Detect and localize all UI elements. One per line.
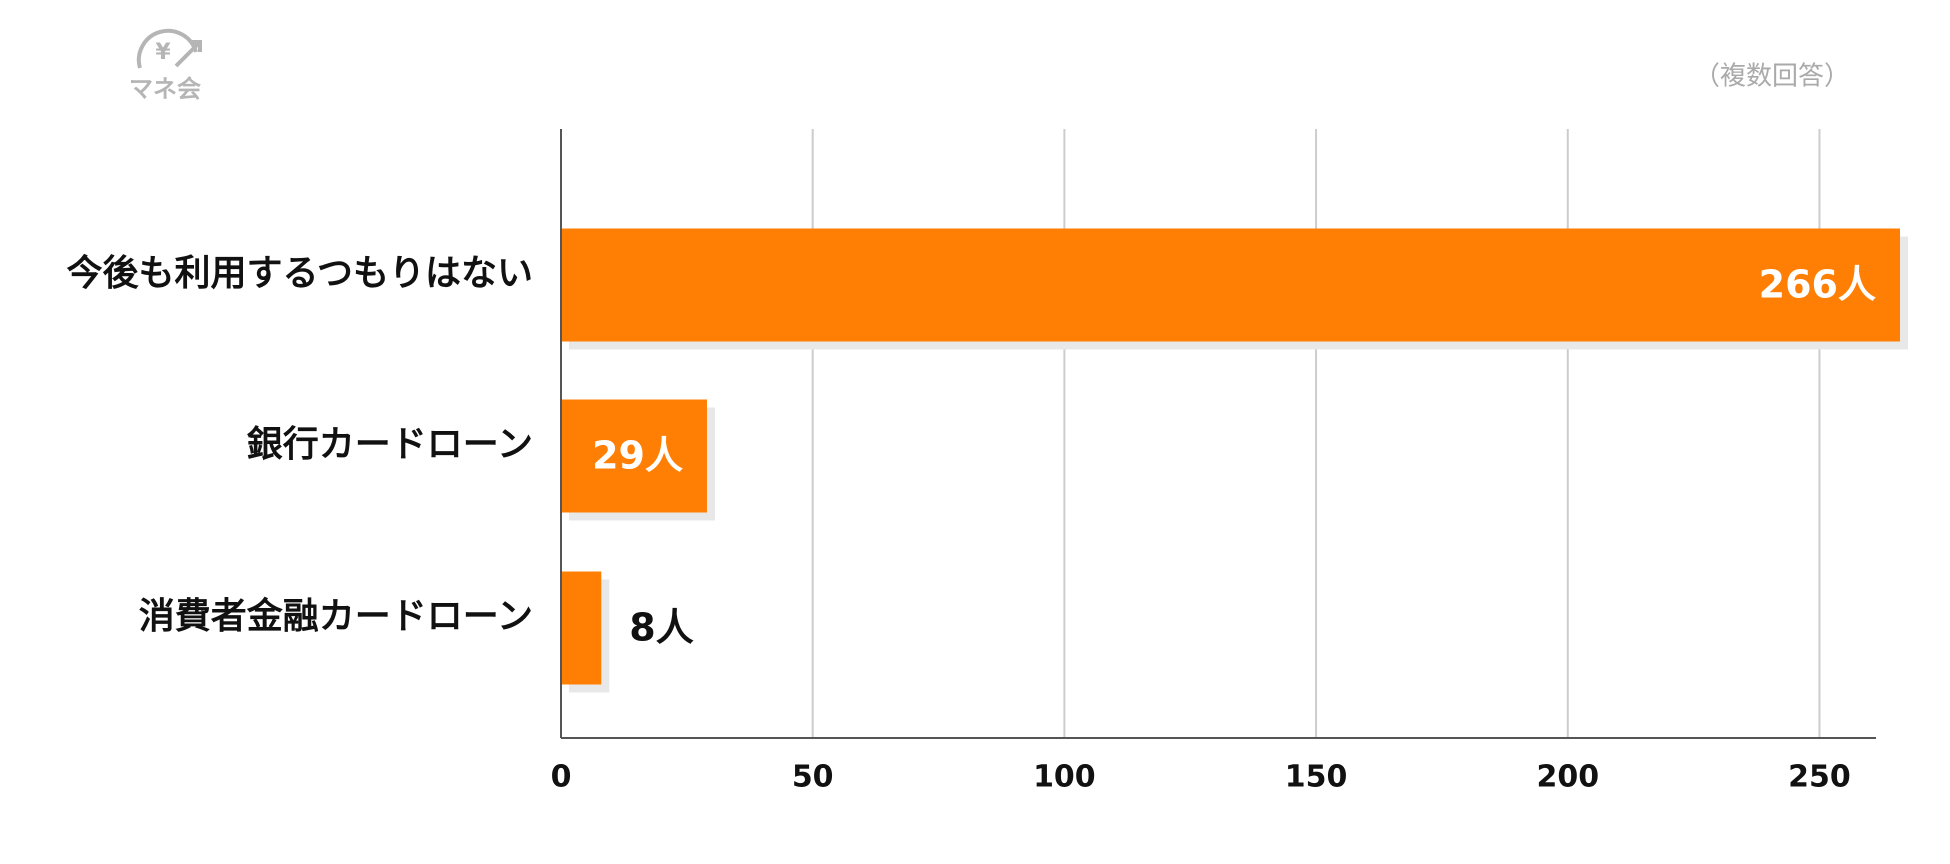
- bar: [561, 399, 707, 513]
- y-tick-label: 今後も利用するつもりはない: [66, 253, 533, 294]
- y-tick-label: 消費者金融カードローン: [139, 595, 533, 637]
- value-label: 29人: [592, 434, 683, 478]
- logo-text: マネ会: [129, 75, 201, 103]
- x-tick-label: 0: [551, 760, 572, 795]
- x-tick-label: 50: [792, 760, 834, 795]
- x-tick-label: 100: [1033, 760, 1096, 795]
- logo-yen: ¥: [155, 40, 171, 65]
- bar: [561, 571, 602, 685]
- x-tick-label: 250: [1788, 760, 1851, 795]
- x-tick-label: 150: [1285, 760, 1348, 795]
- note: （複数回答）: [1694, 62, 1850, 92]
- logo-arrow: [174, 40, 202, 68]
- x-tick-label: 200: [1536, 760, 1599, 795]
- y-tick-label: 銀行カードローン: [247, 424, 533, 465]
- bar: [561, 228, 1900, 342]
- value-label: 266人: [1759, 263, 1876, 307]
- logo: ¥: [136, 28, 202, 69]
- value-label: 8人: [629, 606, 693, 650]
